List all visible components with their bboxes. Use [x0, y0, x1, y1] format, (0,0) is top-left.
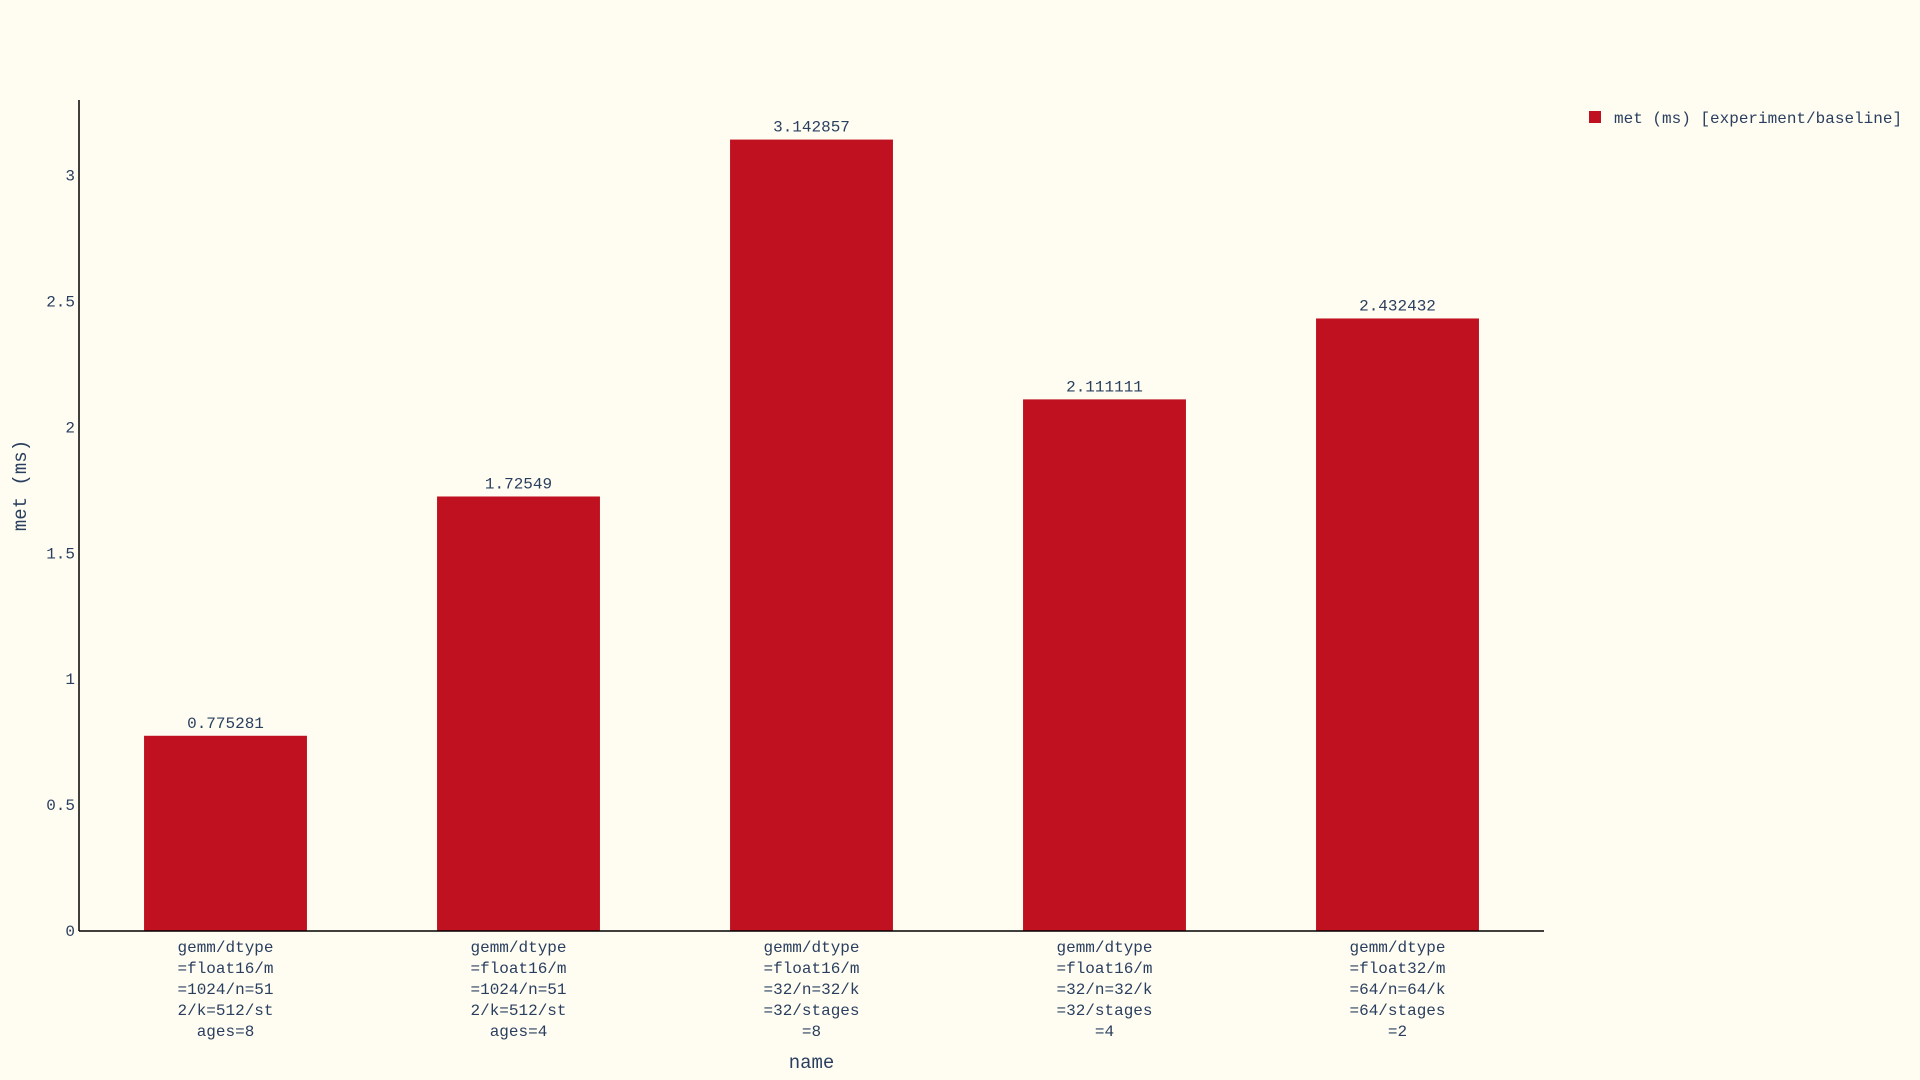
bar[interactable]	[1023, 399, 1186, 931]
legend-label: met (ms) [experiment/baseline]	[1614, 110, 1902, 128]
x-tick-label: gemm/dtype =float16/m =1024/n=51 2/k=512/st…	[177, 939, 273, 1041]
y-tick-label: 0	[65, 923, 75, 941]
bar-value-label: 3.142857	[773, 119, 850, 137]
y-axis-ticks: 0 0.5 1 1.5 2 2.5 3	[46, 168, 75, 941]
bar-value-label: 2.111111	[1066, 378, 1143, 396]
y-tick-label: 2.5	[46, 293, 75, 311]
bar[interactable]	[1316, 318, 1479, 932]
bar-value-label: 2.432432	[1359, 297, 1436, 315]
bar[interactable]	[730, 139, 893, 931]
bar-value-label: 0.775281	[187, 715, 264, 733]
bar[interactable]	[437, 496, 600, 931]
x-tick-label: gemm/dtype =float16/m =32/n=32/k =32/stages…	[763, 939, 859, 1041]
legend-swatch	[1589, 111, 1601, 123]
y-tick-label: 2	[65, 419, 75, 437]
x-tick-label: gemm/dtype =float32/m =64/n=64/k =64/stages…	[1349, 939, 1445, 1041]
legend[interactable]: met (ms) [experiment/baseline]	[1589, 110, 1902, 128]
x-tick-label: gemm/dtype =float16/m =1024/n=51 2/k=512/st…	[470, 939, 566, 1041]
y-tick-label: 1.5	[46, 545, 75, 563]
x-axis-title: name	[789, 1052, 835, 1074]
bar[interactable]	[144, 735, 307, 931]
bar-value-label: 1.72549	[485, 475, 552, 493]
y-tick-label: 1	[65, 671, 75, 689]
data-labels-group: 0.775281 1.72549 3.142857 2.111111 2.432432	[187, 119, 1436, 733]
y-axis-title: met (ms)	[10, 440, 32, 531]
y-tick-label: 3	[65, 168, 75, 186]
bars-group	[144, 139, 1479, 932]
x-axis-categories: gemm/dtype =float16/m =1024/n=51 2/k=512/st…	[177, 939, 1445, 1041]
y-tick-label: 0.5	[46, 797, 75, 815]
x-tick-label: gemm/dtype =float16/m =32/n=32/k =32/stages…	[1056, 939, 1152, 1041]
